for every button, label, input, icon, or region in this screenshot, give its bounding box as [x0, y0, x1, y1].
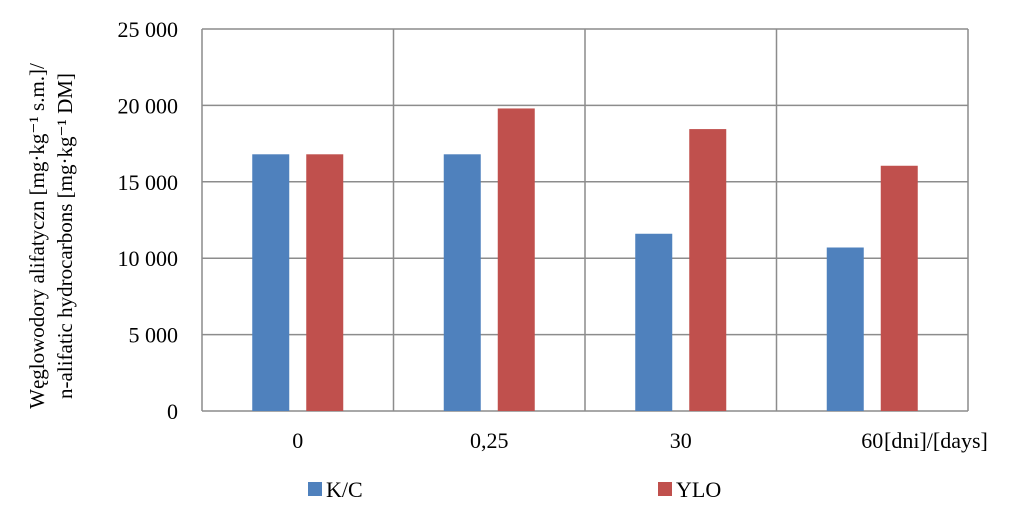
bar-ylo-3	[880, 165, 918, 411]
bar-ylo-0	[306, 154, 344, 411]
legend: K/C YLO	[308, 477, 721, 502]
x-tick-label: 0,25	[470, 428, 509, 453]
x-tick-label: 30	[670, 428, 692, 453]
legend-swatch	[308, 482, 322, 496]
y-axis-label-line2: n-alifatic hydrocarbons [mg·kg⁻¹ DM]	[53, 73, 77, 399]
x-tick-label: 60	[861, 428, 883, 453]
bar-k-c-3	[826, 247, 864, 411]
legend-label: YLO	[676, 477, 721, 502]
y-tick-label: 5 000	[129, 323, 179, 348]
y-tick-label: 25 000	[118, 17, 179, 42]
bar-k-c-1	[443, 154, 481, 411]
x-tick-label: 0	[292, 428, 303, 453]
bar-k-c-2	[635, 233, 673, 411]
x-axis-label: [dni]/[days]	[884, 428, 988, 453]
y-tick-label: 10 000	[118, 246, 179, 271]
legend-label: K/C	[326, 477, 363, 502]
bar-k-c-0	[252, 154, 290, 411]
y-axis: 0 5 000 10 000 15 000 20 000 25 000	[118, 17, 179, 424]
x-axis: 0 0,25 30 60	[292, 428, 883, 453]
y-tick-label: 0	[167, 399, 178, 424]
bars	[252, 108, 918, 412]
bar-ylo-2	[689, 129, 727, 412]
y-tick-label: 20 000	[118, 93, 179, 118]
legend-swatch	[658, 482, 672, 496]
bar-ylo-1	[497, 108, 535, 412]
y-tick-label: 15 000	[118, 170, 179, 195]
y-axis-label-line1: Węglowodory alifatyczn [mg·kg⁻¹ s.m.]/	[25, 63, 49, 409]
